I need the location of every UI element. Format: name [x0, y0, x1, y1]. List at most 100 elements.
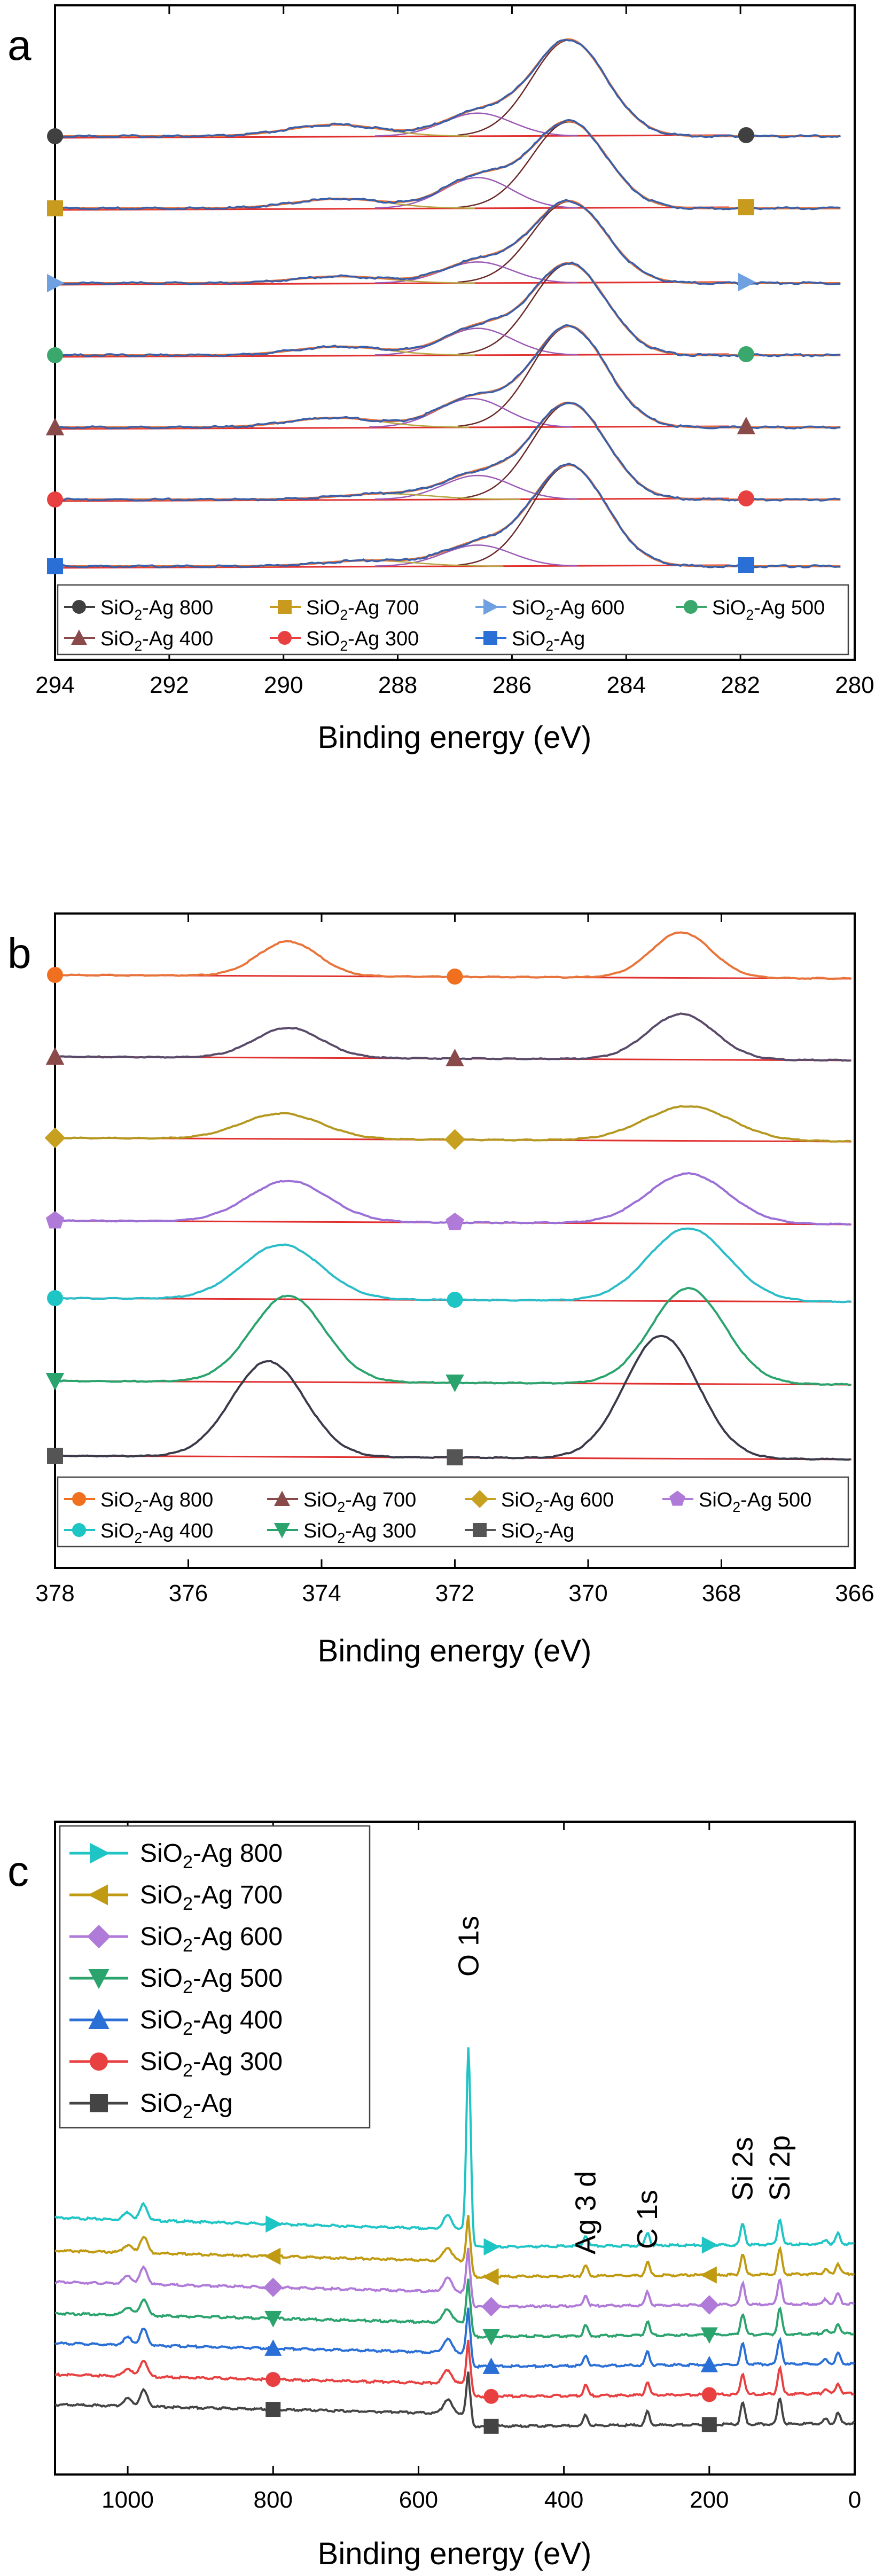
- x-tick-label: 286: [493, 672, 532, 698]
- legend-entry: SiO2-Ag 500: [69, 1964, 283, 1997]
- panel-b: b 378 376 374 372 370 368 366 Binding energy (…: [7, 912, 874, 1668]
- series-marker: [737, 417, 756, 434]
- series-marker: [47, 491, 63, 508]
- plot-frame-c: [54, 1821, 856, 2476]
- series-marker: [47, 1448, 63, 1464]
- series-marker: [701, 2387, 717, 2402]
- series-marker: [47, 967, 63, 983]
- series-marker: [481, 2297, 501, 2317]
- fit-envelope: [55, 199, 841, 284]
- legend-label: SiO2-Ag 400: [100, 628, 213, 654]
- fit-component: [457, 263, 678, 355]
- spectrum-line: [54, 38, 841, 138]
- legend-marker: [88, 1969, 110, 1989]
- series-marker: [446, 1049, 464, 1066]
- legend-label: SiO2-Ag 700: [140, 1881, 283, 1914]
- series-marker: [738, 557, 754, 573]
- fit-component: [457, 121, 678, 208]
- series-marker: [482, 2358, 500, 2374]
- series-marker: [701, 2236, 718, 2254]
- peak-annotation: C 1s: [631, 2190, 663, 2249]
- x-tick-label: 368: [702, 1580, 741, 1606]
- legend-label: SiO2-Ag 500: [140, 1964, 283, 1997]
- x-tick-label: 294: [35, 672, 74, 698]
- series-marker: [483, 2418, 499, 2434]
- legend-marker: [90, 2094, 108, 2112]
- x-tick-label: 370: [568, 1580, 607, 1606]
- series-marker: [264, 2310, 282, 2328]
- legend-label: SiO2-Ag 600: [140, 1923, 283, 1956]
- panel-label-a: a: [7, 21, 32, 69]
- x-tick-label: 378: [35, 1580, 74, 1606]
- x-tick-label: 400: [544, 2487, 583, 2513]
- series-marker: [446, 1213, 464, 1230]
- fit-envelope: [55, 120, 841, 209]
- spectrum-line: [55, 2247, 855, 2309]
- fit-envelope: [55, 401, 841, 501]
- legend-label: SiO2-Ag 400: [100, 1520, 213, 1546]
- background-line: [54, 134, 729, 139]
- series-marker: [700, 2355, 718, 2372]
- fit-envelope: [55, 262, 841, 356]
- fit-component: [374, 474, 578, 500]
- x-tick-label: 200: [690, 2487, 729, 2513]
- series-marker: [447, 1449, 463, 1465]
- series-marker: [264, 2247, 281, 2265]
- x-tick-label: 282: [721, 672, 760, 698]
- fit-component: [457, 402, 678, 499]
- x-tick-label: 376: [169, 1580, 208, 1606]
- legend-label: SiO2-Ag 400: [140, 2006, 283, 2039]
- series-marker: [47, 128, 63, 144]
- legend-label: SiO2-Ag: [140, 2089, 233, 2122]
- spectrum-line: [54, 199, 841, 285]
- legend-label: SiO2-Ag 700: [303, 1489, 416, 1515]
- series-marker: [47, 274, 65, 293]
- spectrum-line: [54, 2047, 855, 2250]
- legend-entry: SiO2-Ag 300: [69, 2048, 283, 2081]
- x-axis-label-c: Binding energy (eV): [318, 2536, 592, 2571]
- fit-envelope: [55, 38, 841, 137]
- spectrum-line: [54, 2215, 855, 2280]
- x-tick-label: 366: [835, 1580, 874, 1606]
- legend-label: SiO2-Ag 300: [303, 1520, 416, 1546]
- legend-label: SiO2-Ag: [501, 1520, 574, 1546]
- legend-marker: [88, 1884, 108, 1906]
- x-tick-label: 374: [302, 1580, 341, 1606]
- series-marker: [483, 2388, 499, 2404]
- series-marker: [700, 2266, 717, 2284]
- legend-marker: [87, 1924, 111, 1949]
- series-marker: [47, 558, 63, 574]
- series-marker: [482, 2329, 500, 2346]
- legend-marker: [90, 1843, 110, 1864]
- series-marker: [264, 2339, 282, 2356]
- peak-annotation: Si 2s: [726, 2137, 759, 2201]
- series-marker: [446, 1375, 464, 1392]
- fit-component: [457, 200, 678, 283]
- x-tick-label: 1000: [101, 2487, 154, 2513]
- legend-label: SiO2-Ag 500: [712, 597, 825, 623]
- spectrum-line: [54, 2339, 855, 2399]
- spectrum-line: [54, 2371, 855, 2429]
- spectrum-line: [54, 2278, 855, 2340]
- x-tick-label: 600: [399, 2487, 438, 2513]
- x-tick-label: 0: [848, 2487, 861, 2513]
- series-marker: [738, 272, 756, 292]
- series-marker: [699, 2295, 720, 2315]
- panel-a: a 294 292 290 288 286 284 282 280 Binding energ…: [7, 4, 874, 755]
- legend-label: SiO2-Ag 800: [100, 597, 213, 623]
- fit-component: [457, 325, 678, 427]
- spectrum-line: [54, 324, 841, 430]
- series-marker: [47, 347, 63, 363]
- legend-marker: [88, 2009, 110, 2029]
- legend-label: SiO2-Ag 600: [501, 1489, 614, 1515]
- series-marker: [47, 1290, 63, 1306]
- series-marker: [263, 2277, 283, 2297]
- plot-frame-b: [54, 912, 856, 1569]
- peak-annotation: O 1s: [452, 1916, 485, 1977]
- spectrum-line: [54, 1227, 851, 1303]
- x-tick-label: 292: [150, 672, 189, 698]
- x-tick-label: 288: [378, 672, 417, 698]
- x-tick-label: 284: [607, 672, 646, 698]
- x-tick-label: 800: [254, 2487, 293, 2513]
